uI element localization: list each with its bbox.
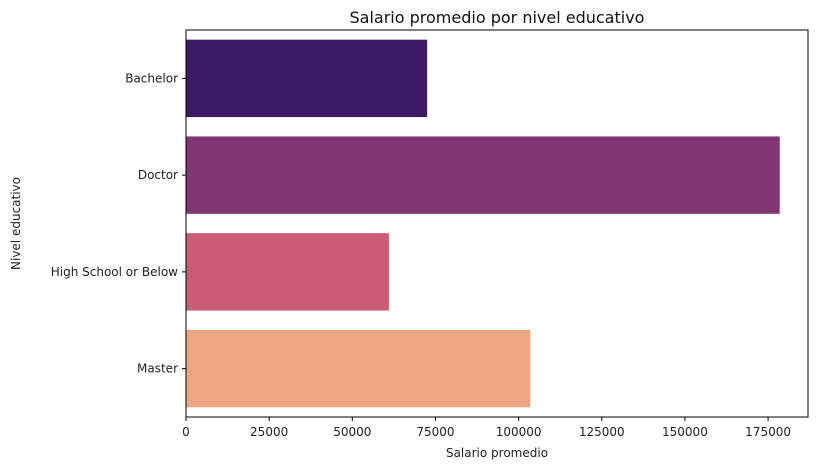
x-tick-label: 25000	[250, 425, 288, 439]
bar-high-school-or-below	[186, 233, 389, 311]
x-axis: 0 25000 50000 75000 100000 125000 150000 175000	[182, 417, 791, 439]
y-axis: Bachelor Doctor High School or Below Master	[51, 71, 186, 376]
y-axis-label: Nivel educativo	[9, 177, 23, 270]
y-tick-label: Doctor	[138, 168, 178, 182]
x-tick-label: 0	[182, 425, 190, 439]
bars-group	[186, 39, 780, 408]
bar-bachelor	[186, 39, 428, 118]
chart-title: Salario promedio por nivel educativo	[350, 8, 645, 27]
y-tick-label: Master	[137, 362, 178, 376]
plot-frame	[185, 29, 809, 418]
x-tick-label: 150000	[662, 425, 708, 439]
bar-doctor	[186, 136, 780, 214]
x-tick-label: 50000	[333, 425, 371, 439]
x-tick-label: 175000	[745, 425, 791, 439]
x-axis-label: Salario promedio	[446, 446, 548, 460]
x-tick-label: 75000	[416, 425, 454, 439]
bar-master	[186, 329, 531, 408]
y-tick-label: Bachelor	[125, 71, 178, 85]
x-tick-label: 100000	[496, 425, 542, 439]
y-tick-label: High School or Below	[51, 265, 178, 279]
x-tick-label: 125000	[579, 425, 625, 439]
